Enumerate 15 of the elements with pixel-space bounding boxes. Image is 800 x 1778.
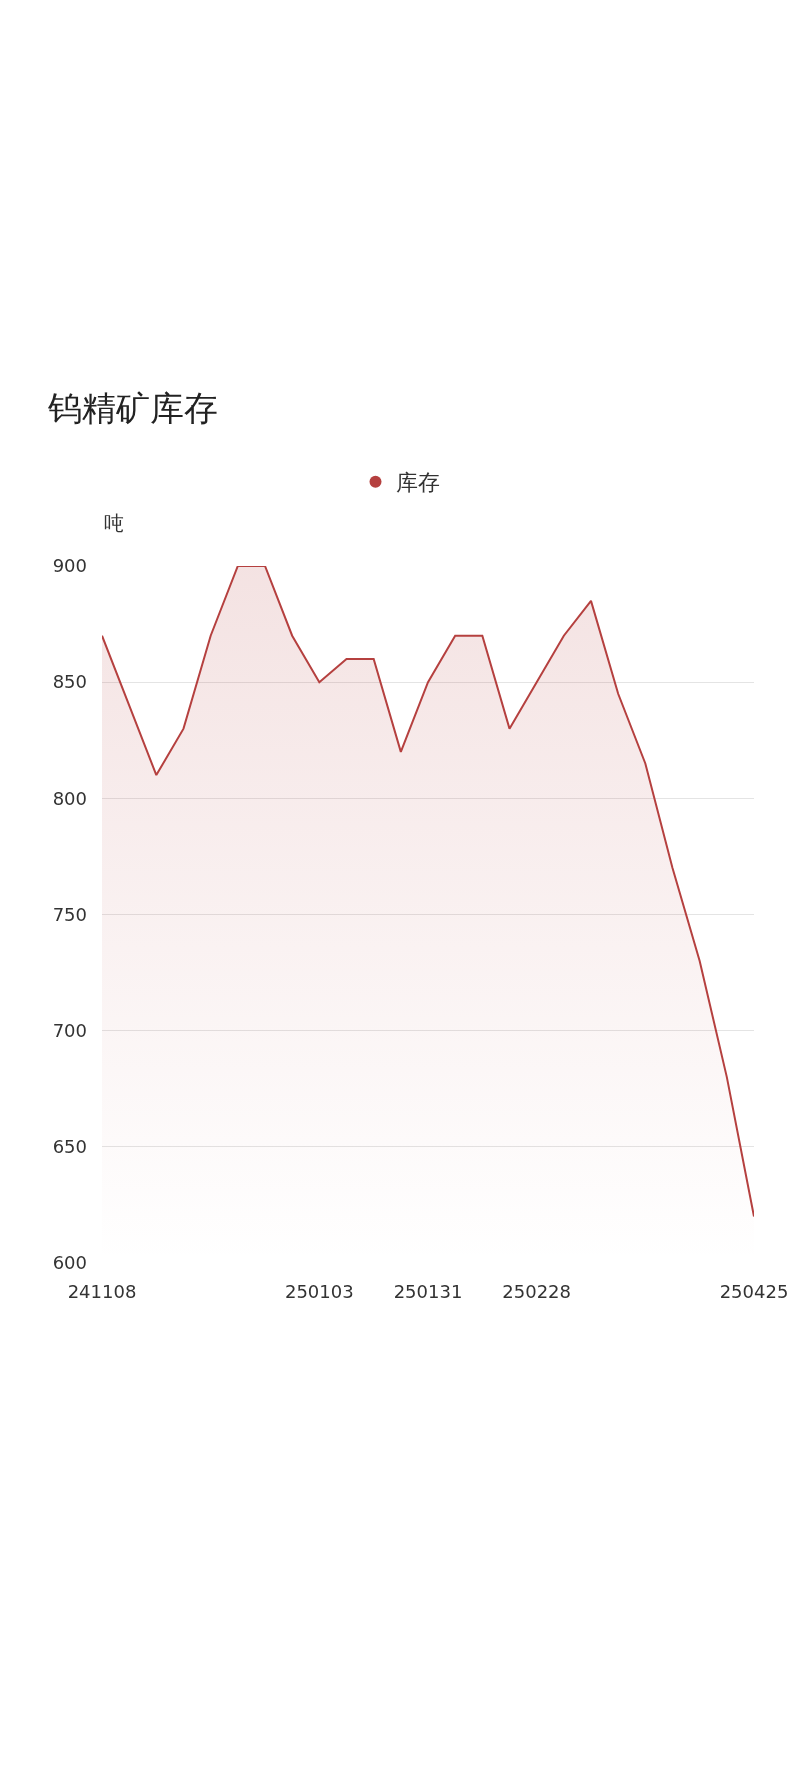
y-tick-label: 700 xyxy=(52,1019,87,1041)
y-tick-label: 750 xyxy=(52,903,87,925)
chart-title: 钨精矿库存 xyxy=(47,387,218,428)
x-tick-label: 250103 xyxy=(284,1281,354,1302)
x-tick-label: 250228 xyxy=(502,1281,572,1302)
y-axis-title: 吨 xyxy=(104,511,124,535)
y-tick-label: 900 xyxy=(52,555,87,577)
legend-label: 库存 xyxy=(395,470,440,496)
y-tick-label: 600 xyxy=(52,1252,87,1274)
x-tick-label: 241108 xyxy=(67,1281,137,1302)
y-tick-label: 850 xyxy=(52,671,87,693)
y-tick-label: 650 xyxy=(52,1136,87,1158)
x-tick-label: 250131 xyxy=(393,1281,463,1302)
x-tick-label: 250425 xyxy=(719,1281,789,1302)
y-tick-label: 800 xyxy=(52,787,87,809)
